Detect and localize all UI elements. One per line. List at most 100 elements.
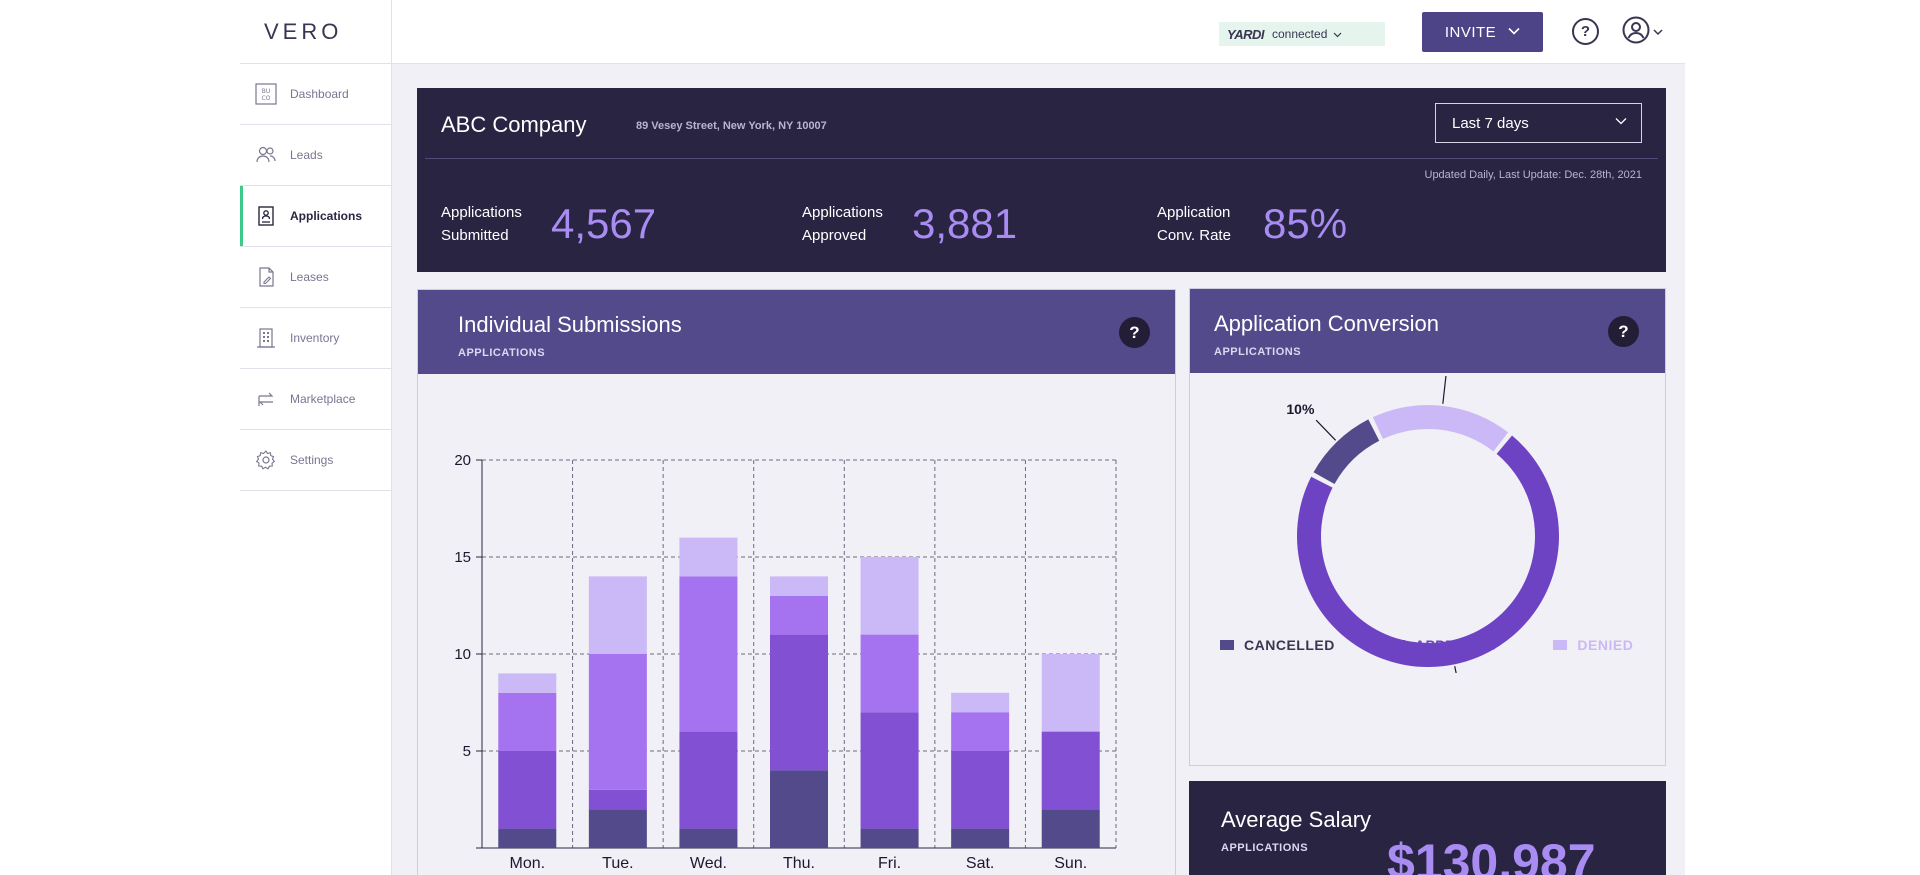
property-summary-card: ABC Company 89 Vesey Street, New York, N… — [417, 88, 1666, 272]
x-tick-label: Wed. — [690, 855, 727, 872]
svg-text:BU: BU — [262, 88, 271, 95]
legend-item-cancelled: CANCELLED — [1220, 637, 1335, 653]
last-updated-text: Updated Daily, Last Update: Dec. 28th, 2… — [1424, 169, 1643, 181]
divider — [425, 158, 1658, 159]
chevron-down-icon — [1508, 26, 1520, 38]
sidebar-item-label: Applications — [290, 209, 363, 223]
submissions-bar-chart: 5 10 15 20 Mon. Tue. Wed. Thu. Fri. Sat. Sun. — [454, 452, 1117, 872]
bar-segment — [770, 576, 828, 596]
bar-segment — [860, 828, 919, 848]
bar-segment — [770, 770, 828, 848]
sidebar-item-marketplace[interactable]: Marketplace — [240, 369, 391, 430]
stat-applications-approved: Applications Approved 3,881 — [802, 200, 1017, 248]
bar-segment — [679, 576, 738, 732]
salary-value: $130,987 — [1387, 834, 1596, 875]
bar-segment — [679, 828, 738, 848]
sidebar-item-label: Leads — [290, 148, 323, 162]
building-icon — [254, 326, 278, 350]
y-tick-label: 15 — [454, 549, 471, 566]
bar-segment — [588, 654, 647, 790]
bar-segment — [860, 634, 919, 713]
legend-label: CANCELLED — [1244, 637, 1335, 653]
conversion-donut-chart: 10%18%72% — [1286, 375, 1559, 673]
stat-label-line: Approved — [802, 227, 867, 244]
y-tick-label: 10 — [454, 646, 471, 663]
bar-segment — [1041, 731, 1100, 810]
bar-segment — [679, 537, 738, 577]
bar-segment — [951, 712, 1010, 751]
sidebar-item-leases[interactable]: Leases — [240, 247, 391, 308]
x-tick-label: Tue. — [602, 855, 633, 872]
bar-segment — [1041, 809, 1100, 848]
chevron-down-icon — [1653, 23, 1663, 41]
sidebar-item-dashboard[interactable]: BU CO Dashboard — [240, 64, 391, 125]
donut-slice — [1372, 405, 1509, 452]
legend-label: APPROVED — [1414, 637, 1498, 653]
app-frame: VERO BU CO Dashboard Leads Applications L… — [240, 0, 1685, 875]
y-tick-label: 20 — [454, 452, 471, 469]
yardi-connection-status[interactable]: YARDI connected — [1219, 22, 1385, 46]
sidebar: VERO BU CO Dashboard Leads Applications L… — [240, 0, 392, 875]
bar-segment — [498, 692, 557, 751]
help-icon[interactable]: ? — [1572, 18, 1599, 45]
bar-segment — [860, 557, 919, 635]
slice-label: 10% — [1286, 401, 1315, 417]
invite-button[interactable]: INVITE — [1422, 12, 1543, 52]
stat-label-line: Conv. Rate — [1157, 227, 1231, 244]
bar-segment — [860, 712, 919, 829]
card-title: Application Conversion — [1214, 311, 1440, 336]
account-menu-button[interactable] — [1622, 16, 1666, 46]
bar-segment — [588, 576, 647, 654]
stat-label-line: Applications — [441, 204, 522, 221]
sidebar-item-label: Marketplace — [290, 392, 356, 406]
yardi-logo: YARDI — [1227, 26, 1264, 42]
sidebar-item-inventory[interactable]: Inventory — [240, 308, 391, 369]
card-header: Application Conversion APPLICATIONS ? — [1190, 289, 1665, 373]
x-tick-label: Fri. — [878, 855, 901, 872]
stat-label-line: Application — [1157, 204, 1231, 221]
donut-slice — [1313, 419, 1380, 484]
exchange-icon — [254, 387, 278, 411]
stat-label-line: Submitted — [441, 227, 509, 244]
legend-item-denied: DENIED — [1553, 637, 1633, 653]
legend-label: DENIED — [1577, 637, 1634, 653]
card-title: Individual Submissions — [458, 312, 682, 337]
date-range-value: Last 7 days — [1452, 114, 1529, 132]
bar-segment — [951, 751, 1010, 829]
bar-segment — [588, 789, 647, 810]
legend-item-approved: APPROVED — [1390, 637, 1498, 653]
stat-label: Applications Submitted — [441, 201, 551, 247]
card-subtitle: APPLICATIONS — [1221, 842, 1309, 854]
x-tick-label: Sun. — [1054, 855, 1087, 872]
help-icon[interactable]: ? — [1119, 317, 1150, 348]
gear-icon — [254, 448, 278, 472]
legend-swatch — [1553, 640, 1568, 650]
stat-value: 3,881 — [912, 200, 1018, 247]
logo: VERO — [240, 0, 391, 64]
sidebar-item-label: Dashboard — [290, 87, 349, 101]
bar-segment — [951, 828, 1010, 848]
stat-label: Applications Approved — [802, 201, 912, 247]
sidebar-item-label: Leases — [290, 270, 329, 284]
chevron-down-icon — [1333, 27, 1342, 41]
stat-conversion-rate: Application Conv. Rate 85% — [1157, 200, 1347, 248]
stat-label-line: Applications — [802, 204, 883, 221]
sidebar-item-leads[interactable]: Leads — [240, 125, 391, 186]
dashboard-icon: BU CO — [254, 82, 278, 106]
average-salary-card: Average Salary APPLICATIONS $130,987 — [1189, 781, 1666, 875]
sidebar-item-label: Inventory — [290, 331, 340, 345]
company-address: 89 Vesey Street, New York, NY 10007 — [636, 120, 827, 132]
individual-submissions-card: Individual Submissions APPLICATIONS ? 5 1… — [417, 289, 1176, 875]
chevron-down-icon — [1615, 114, 1627, 128]
stat-applications-submitted: Applications Submitted 4,567 — [441, 200, 656, 248]
date-range-select[interactable]: Last 7 days — [1435, 103, 1642, 143]
bar-segment — [588, 809, 647, 848]
users-icon — [254, 143, 278, 167]
legend-swatch — [1220, 640, 1234, 650]
bar-segment — [951, 692, 1010, 713]
stat-label: Application Conv. Rate — [1157, 201, 1263, 247]
help-icon[interactable]: ? — [1608, 316, 1639, 347]
sidebar-item-applications[interactable]: Applications — [240, 186, 391, 247]
sidebar-item-settings[interactable]: Settings — [240, 430, 391, 491]
bar-segment — [498, 751, 557, 829]
